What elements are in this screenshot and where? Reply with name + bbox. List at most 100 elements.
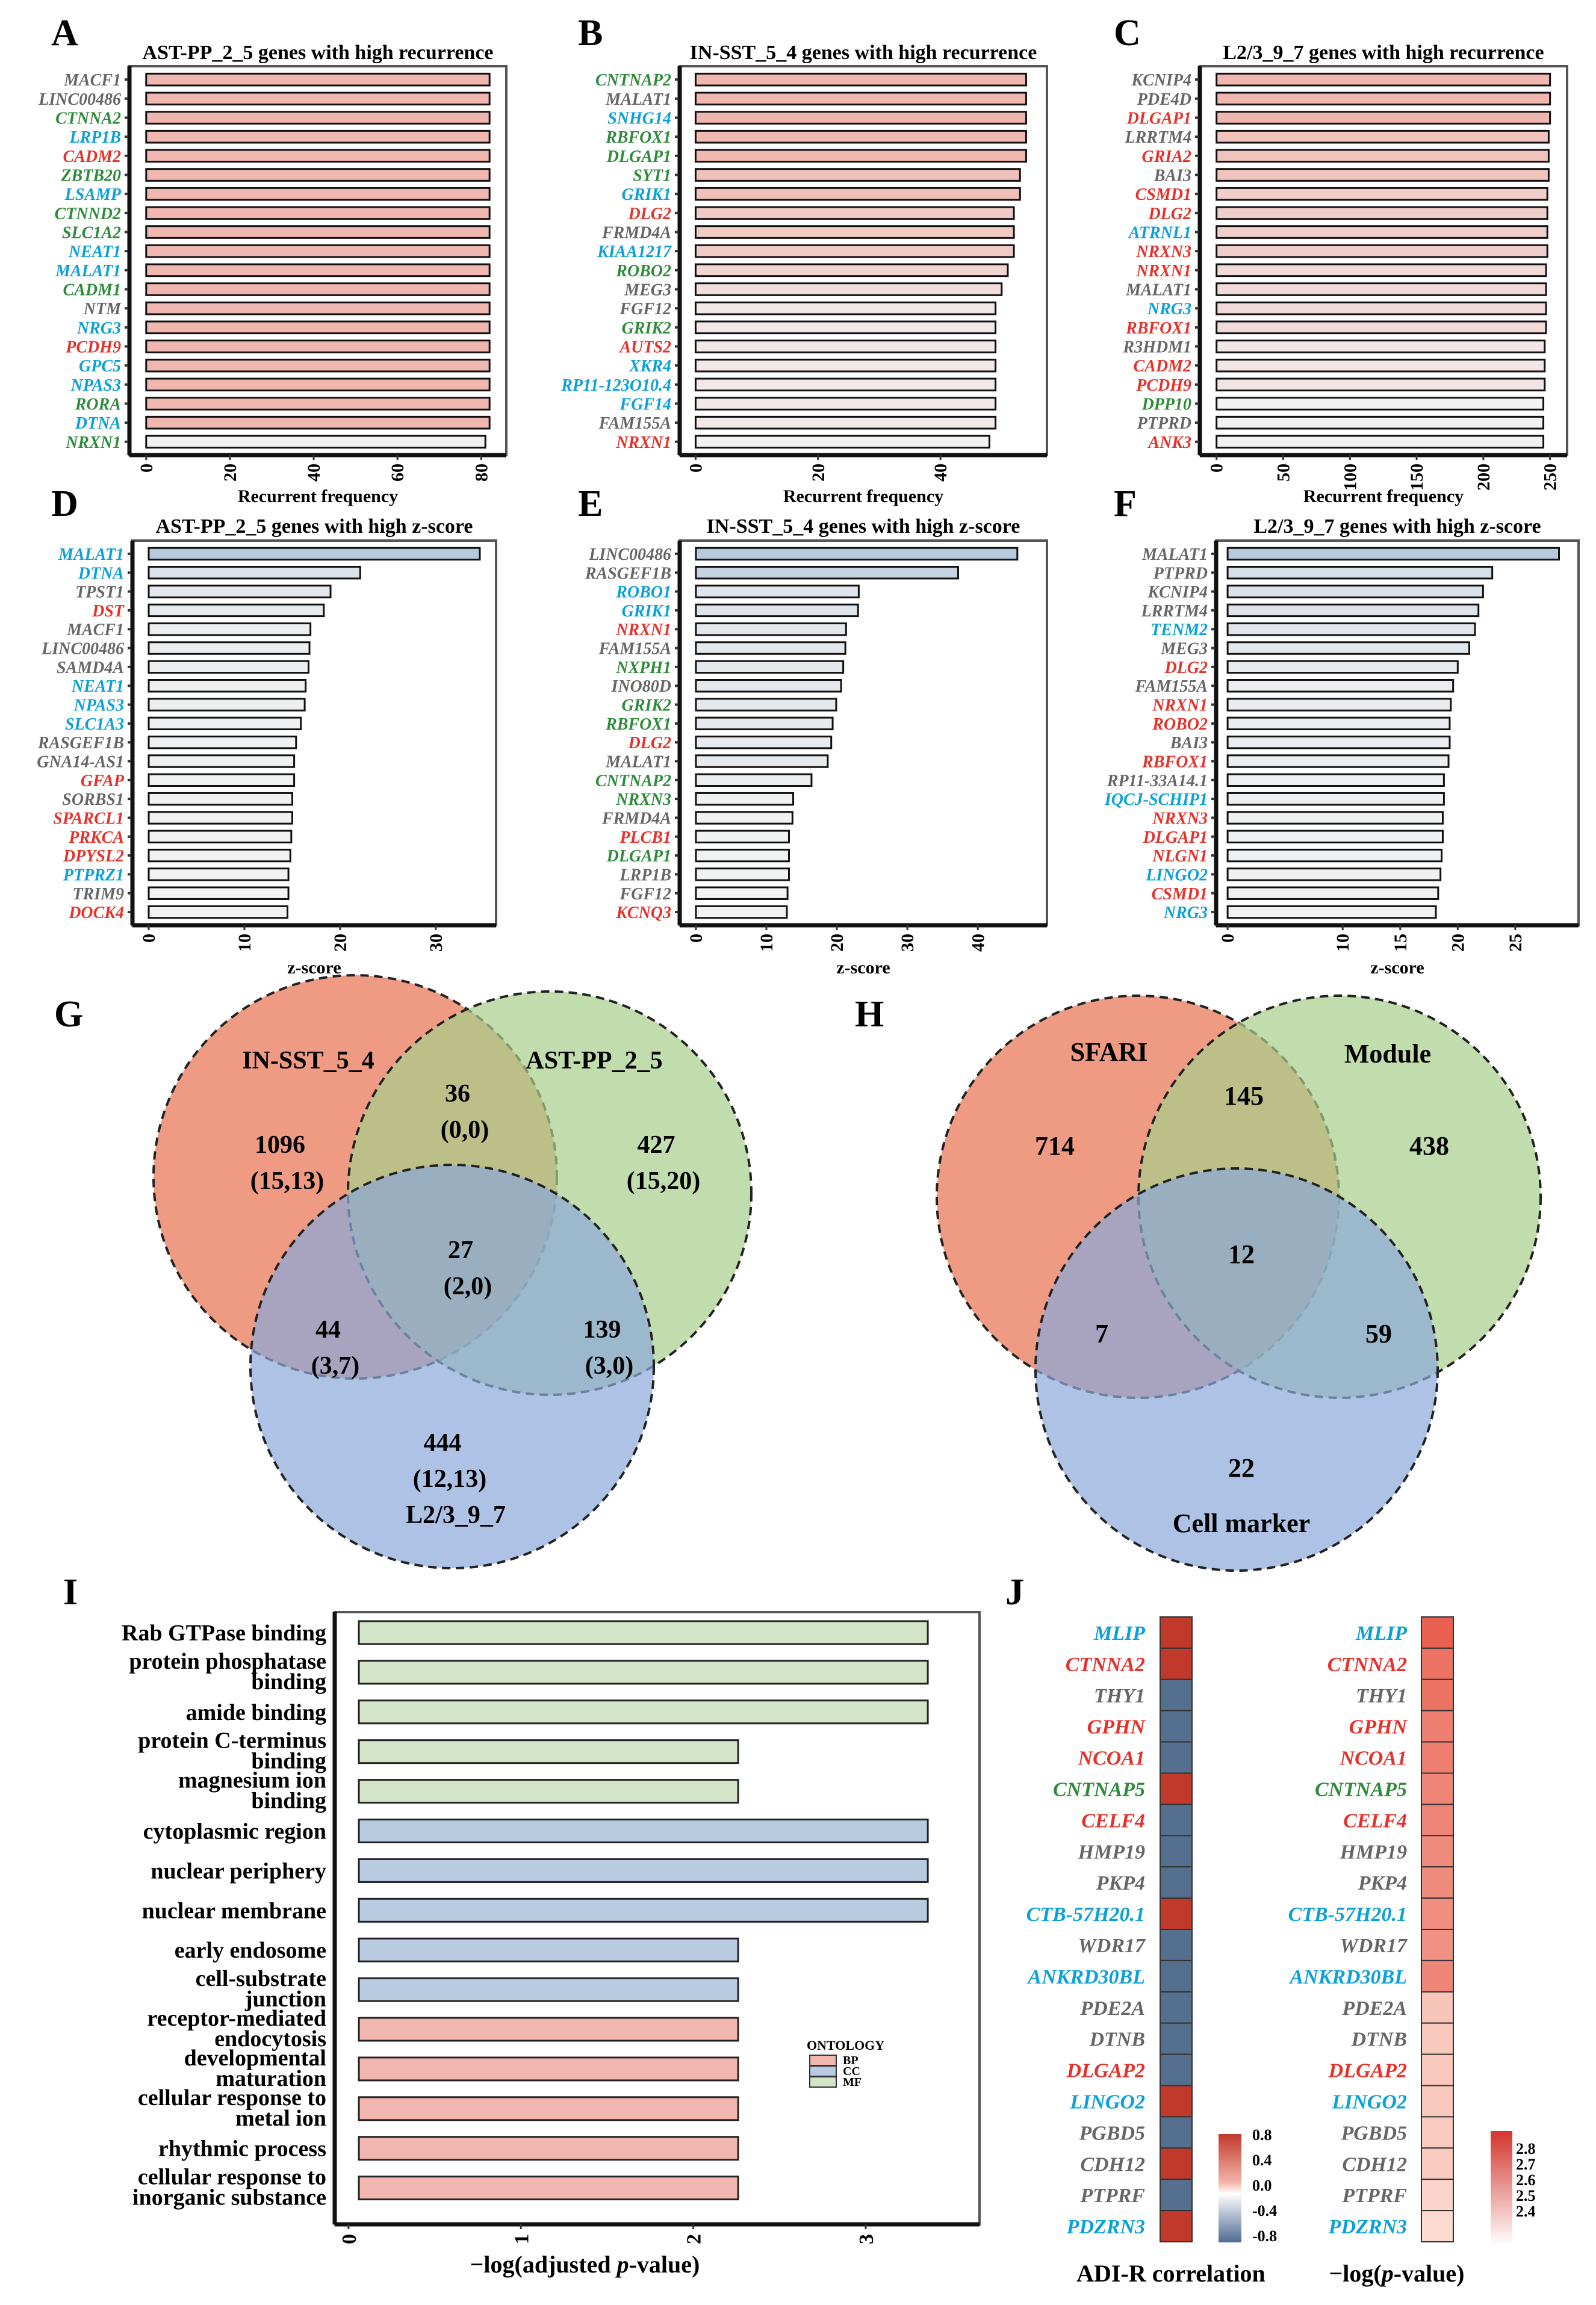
gene-label: MEG3 (624, 281, 671, 300)
bar (145, 111, 491, 125)
x-tick-label: 0 (1207, 464, 1227, 473)
y-tick (1195, 421, 1199, 424)
neglogp-cell (1421, 1991, 1454, 2024)
gene-label: DLGAP1 (606, 847, 671, 866)
term-label: Rab GTPase binding (122, 1621, 326, 1646)
bar (1226, 603, 1480, 618)
gene-label: NEAT1 (68, 243, 121, 261)
bar (147, 716, 302, 731)
y-tick (1211, 590, 1215, 593)
colorbar-label: 2.7 (1516, 2156, 1536, 2173)
correlation-cell (1160, 2085, 1193, 2118)
gene-label: TRIM9 (72, 885, 124, 904)
bar (695, 905, 788, 919)
y-tick (128, 571, 131, 574)
bar (358, 2056, 739, 2082)
panel-label: I (63, 1572, 78, 1613)
bar (695, 811, 793, 825)
bar (695, 641, 846, 655)
neglogp-cell (1421, 1835, 1454, 1868)
gene-label: WDR17 (1340, 1935, 1408, 1957)
term-label: inorganic substance (132, 2185, 326, 2210)
y-tick (1211, 703, 1215, 706)
term-label: binding (251, 1788, 326, 1814)
gene-label: PDE4D (1137, 90, 1191, 109)
bar (694, 92, 1027, 106)
correlation-cell (1160, 1897, 1193, 1931)
y-tick (675, 97, 678, 100)
x-tick-label: 250 (1541, 464, 1560, 491)
correlation-cell (1160, 1678, 1193, 1711)
x-tick-label: 10 (235, 934, 255, 952)
bar (1226, 566, 1494, 580)
gene-label: FGF12 (619, 885, 671, 904)
y-tick (1195, 402, 1199, 405)
term-label: cellular response to (138, 2165, 326, 2190)
gene-label: CNTNAP5 (1315, 1778, 1407, 1801)
colorbar-label: 0.4 (1252, 2151, 1272, 2169)
legend-swatch (809, 2055, 837, 2066)
y-tick (1211, 892, 1215, 895)
x-axis-label: z-score (287, 958, 341, 978)
gene-label: ROBO1 (615, 583, 671, 602)
neglogp-cell (1421, 2053, 1454, 2086)
bar (147, 585, 332, 598)
bar (695, 716, 834, 731)
gene-label: NRXN1 (615, 621, 671, 639)
bar (147, 848, 291, 863)
gene-label: DPYSL2 (63, 847, 124, 866)
bar (358, 1660, 929, 1685)
x-tick-label: 40 (968, 934, 988, 952)
y-tick (675, 873, 678, 876)
gene-label: SLC1A2 (62, 224, 121, 243)
bar (694, 187, 1021, 201)
term-label: developmental (184, 2046, 326, 2071)
bar (1216, 358, 1546, 373)
bar (1216, 415, 1545, 430)
gene-label: DLGAP1 (1143, 828, 1208, 847)
gene-label: THY1 (1356, 1685, 1407, 1707)
gene-label: BAI3 (1170, 734, 1208, 752)
y-tick (128, 590, 131, 593)
chart-title: L2/3_9_7 genes with high z-score (1253, 515, 1541, 538)
bar (1226, 754, 1450, 768)
gene-label: MALAT1 (1141, 545, 1208, 564)
y-tick (675, 552, 678, 555)
chart-title: IN-SST_5_4 genes with high recurrence (690, 42, 1037, 64)
panel-f: F L2/3_9_7 genes with high z-score MALAT1P… (1104, 483, 1580, 978)
gene-label: MACF1 (63, 71, 121, 90)
x-axis-label: −log(adjusted p-value) (470, 2251, 700, 2278)
bar (147, 622, 312, 636)
y-tick (675, 684, 678, 687)
gene-label: NPAS3 (70, 376, 122, 395)
y-tick (675, 703, 678, 706)
y-tick (128, 778, 131, 781)
y-tick (125, 116, 128, 119)
bar (694, 225, 1015, 239)
bar (1226, 698, 1452, 712)
gene-label: GFAP (81, 772, 125, 790)
gene-label: DTNB (1088, 2029, 1145, 2051)
region-count: 438 (1409, 1131, 1449, 1161)
venn-h: H SFARI Module Cell marker 714 145 438 12 7 59 22 (855, 994, 1542, 1572)
correlation-colorbar (1219, 2134, 1241, 2242)
y-tick (675, 609, 678, 612)
x-tick-label: 10 (1333, 934, 1353, 952)
colorbar-label: 2.8 (1516, 2140, 1536, 2158)
bar (694, 244, 1015, 258)
panel-label: E (578, 483, 603, 524)
y-tick (1195, 326, 1199, 329)
y-tick (675, 326, 678, 329)
gene-label: CSMD1 (1152, 885, 1208, 904)
x-tick-label: 60 (388, 464, 408, 482)
region-subcount: (0,0) (441, 1116, 489, 1144)
y-tick (1211, 873, 1215, 876)
gene-label: CADM2 (63, 147, 121, 166)
y-tick (1195, 268, 1199, 271)
y-tick (675, 211, 678, 214)
y-tick (675, 307, 678, 310)
bar (1216, 129, 1550, 144)
